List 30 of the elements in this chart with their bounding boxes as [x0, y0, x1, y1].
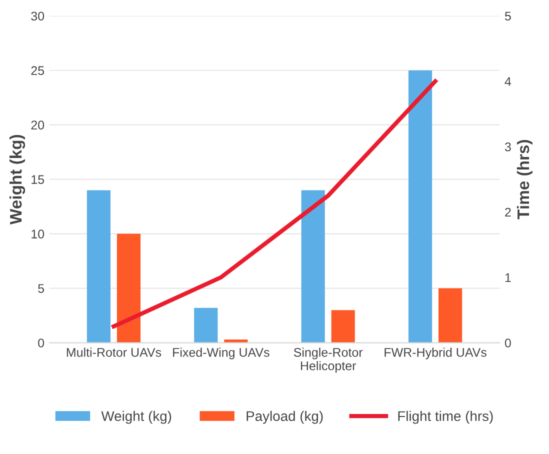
x-tick-label: Fixed-Wing UAVs [173, 348, 270, 360]
legend-label: Weight (kg) [101, 410, 172, 424]
y2-tick-label: 3 [504, 142, 511, 152]
x-tick-label: Single-Rotor Helicopter [294, 348, 363, 373]
y-tick-label: 30 [31, 12, 44, 21]
y-axis-title: Weight (kg) [9, 134, 26, 225]
y-tick-label: 5 [38, 284, 44, 293]
y2-tick-label: 4 [504, 77, 512, 86]
bar [408, 70, 432, 343]
y-tick-label: 25 [31, 66, 44, 76]
bar [86, 190, 111, 343]
y-tick-label: 10 [32, 230, 44, 238]
y-tick-label: 15 [32, 175, 44, 184]
legend-label: Flight time (hrs) [398, 410, 493, 424]
line-series [112, 79, 438, 329]
y-tick-label: 20 [31, 120, 44, 130]
y2-tick-label: 1 [505, 273, 511, 282]
bar [438, 288, 462, 343]
y2-tick-label: 5 [504, 12, 511, 21]
bar [194, 308, 218, 343]
y2-tick-label: 0 [504, 338, 511, 348]
y2-axis-title: Time (hrs) [516, 140, 532, 220]
y2-tick-label: 2 [505, 208, 511, 217]
x-tick-label: Multi-Rotor UAVs [66, 348, 162, 357]
legend-label: Payload (kg) [246, 410, 323, 424]
y-tick-label: 0 [38, 338, 44, 348]
bar [331, 310, 355, 343]
bar [301, 190, 325, 343]
x-tick-label: FWR-Hybrid UAVs [384, 348, 486, 360]
bar [116, 234, 141, 343]
